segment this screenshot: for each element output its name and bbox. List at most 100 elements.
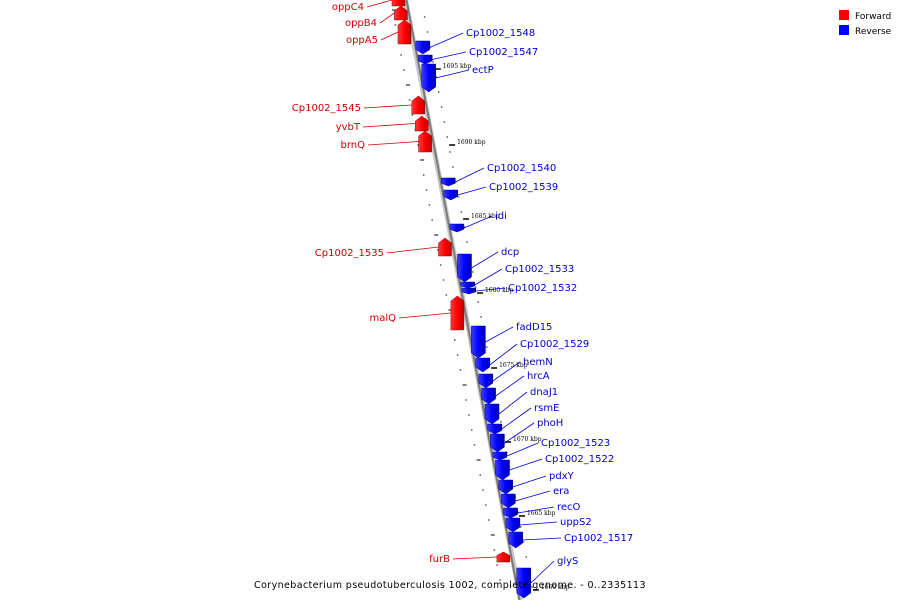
gene-label: era: [553, 486, 569, 497]
gene-leader-line: [512, 475, 547, 488]
gene-label: Cp1002_1529: [520, 339, 589, 350]
gene-Cp1002_1548[interactable]: Cp1002_1548: [415, 28, 535, 55]
gene-arrow: [417, 54, 433, 65]
gene-leader-line: [504, 422, 535, 444]
gene-leader-line: [474, 268, 503, 286]
gene-Cp1002_1547[interactable]: Cp1002_1547: [417, 47, 538, 65]
gene-arrow: [461, 287, 477, 295]
gene-arrow: [441, 177, 456, 187]
gene-leader-line: [362, 123, 416, 128]
gene-fadD15[interactable]: fadD15: [471, 322, 552, 359]
gene-Cp1002_1533[interactable]: Cp1002_1533: [460, 264, 575, 289]
gene-label: hemN: [523, 357, 553, 368]
gene-pdxY[interactable]: pdxY: [498, 471, 575, 495]
gene-Cp1002_1539[interactable]: Cp1002_1539: [443, 182, 559, 201]
gene-glyS[interactable]: glyS: [516, 556, 579, 599]
gene-Cp1002_1545[interactable]: Cp1002_1545: [292, 95, 426, 115]
gene-leader-line: [506, 442, 539, 457]
gene-era[interactable]: era: [501, 486, 569, 509]
legend: Forward Reverse: [839, 10, 892, 37]
gene-arrow: [391, 0, 406, 7]
gene-leader-line: [475, 287, 506, 292]
gene-arrow: [516, 567, 532, 599]
scale-ticks: 1695 kbp 1690 kbp 1685 kbp 1680 kbp 1675 kbp…: [434, 63, 570, 591]
gene-label: pdxY: [549, 471, 575, 482]
gene-label: Cp1002_1533: [505, 264, 574, 275]
gene-leader-line: [386, 246, 439, 254]
legend-forward-swatch: [839, 10, 849, 20]
legend-reverse-swatch: [839, 25, 849, 35]
gene-leader-line: [489, 343, 518, 366]
gene-label: Cp1002_1547: [469, 47, 538, 58]
gene-oppB4[interactable]: oppB4: [345, 5, 408, 29]
gene-dcp[interactable]: dcp: [457, 247, 520, 283]
legend-forward: Forward: [839, 10, 891, 22]
gene-arrow: [471, 325, 486, 359]
gene-leader-line: [515, 490, 551, 502]
legend-forward-label: Forward: [855, 12, 891, 22]
gene-Cp1002_1529[interactable]: Cp1002_1529: [475, 339, 590, 373]
gene-Cp1002_1517[interactable]: Cp1002_1517: [508, 531, 634, 549]
tick-label: 1695 kbp: [443, 63, 472, 70]
gene-hemN[interactable]: hemN: [478, 357, 553, 389]
gene-label: glyS: [557, 556, 578, 567]
gene-hrcA[interactable]: hrcA: [481, 371, 550, 405]
gene-label: Cp1002_1535: [315, 248, 384, 259]
gene-arrow: [394, 5, 408, 21]
gene-arrow: [490, 433, 505, 453]
gene-rsmE[interactable]: rsmE: [487, 403, 560, 435]
gene-arrow: [443, 189, 458, 201]
gene-label: ectP: [472, 65, 494, 76]
gene-oppC4[interactable]: oppC4: [332, 0, 406, 13]
gene-ectP[interactable]: ectP: [421, 63, 494, 93]
tick-label: 1670 kbp: [513, 436, 542, 443]
gene-yvbT[interactable]: yvbT: [336, 115, 429, 133]
gene-uppS2[interactable]: uppS2: [505, 517, 592, 533]
gene-label: dnaJ1: [530, 387, 558, 398]
gene-furB[interactable]: furB: [429, 551, 511, 565]
gene-malQ[interactable]: malQ: [369, 295, 465, 331]
gene-recO[interactable]: recO: [503, 502, 581, 519]
gene-label: Cp1002_1522: [545, 454, 614, 465]
gene-arrow: [498, 479, 513, 495]
gene-phoH[interactable]: phoH: [490, 418, 563, 453]
tick-label: 1685 kbp: [471, 213, 500, 220]
gene-Cp1002_1532[interactable]: Cp1002_1532: [461, 283, 577, 295]
gene-leader-line: [366, 0, 393, 8]
gene-arrow: [478, 373, 494, 389]
gene-leader-line: [457, 186, 487, 196]
gene-leader-line: [380, 31, 399, 41]
gene-Cp1002_1535[interactable]: Cp1002_1535: [315, 237, 452, 259]
gene-arrow: [397, 19, 412, 45]
gene-arrow: [496, 551, 511, 563]
gene-arrow: [457, 253, 472, 283]
gene-Cp1002_1523[interactable]: Cp1002_1523: [492, 438, 610, 461]
gene-arrow: [415, 40, 431, 55]
scale-tick: 1660 kbp: [532, 584, 570, 591]
gene-Cp1002_1522[interactable]: Cp1002_1522: [495, 454, 615, 481]
gene-leader-line: [519, 521, 558, 526]
scale-tick: 1680 kbp: [476, 287, 514, 294]
gene-label: malQ: [369, 313, 396, 324]
gene-label: Cp1002_1523: [541, 438, 610, 449]
gene-arrow: [503, 507, 518, 519]
gene-oppA5[interactable]: oppA5: [346, 19, 412, 46]
gene-leader-line: [509, 458, 543, 471]
gene-arrow: [481, 387, 496, 405]
scale-tick: 1685 kbp: [463, 213, 500, 220]
gene-arrow: [450, 295, 465, 331]
gene-arrow: [438, 237, 452, 257]
gene-leader-line: [429, 32, 464, 48]
gene-idi[interactable]: idi: [449, 211, 507, 233]
gene-arrow: [415, 115, 429, 132]
gene-brnQ[interactable]: brnQ: [341, 130, 432, 153]
gene-label: phoH: [537, 418, 563, 429]
gene-dnaJ1[interactable]: dnaJ1: [484, 387, 558, 425]
gene-leader-line: [492, 361, 521, 382]
gene-label: idi: [495, 211, 507, 222]
gene-label: Cp1002_1517: [564, 533, 633, 544]
gene-Cp1002_1540[interactable]: Cp1002_1540: [441, 163, 556, 187]
gene-arrow: [495, 459, 510, 481]
gene-leader-line: [463, 215, 493, 229]
